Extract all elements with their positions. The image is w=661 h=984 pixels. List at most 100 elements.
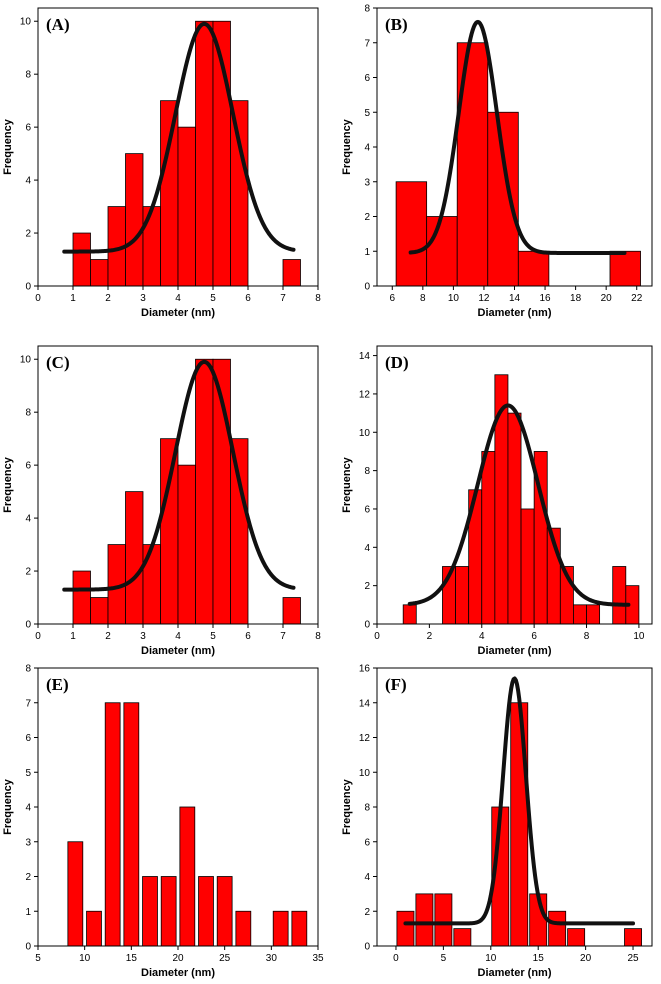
y-tick-label: 6 — [25, 461, 31, 472]
panel-a: 0 1 2 3 4 5 6 7 8 0 2 4 6 8 10 Diameter (nm) Frequency (A… — [2, 7, 321, 319]
x-tick-label: 18 — [570, 293, 582, 304]
panel-label: (D) — [385, 353, 409, 372]
x-tick-label: 5 — [35, 953, 41, 964]
y-tick-label: 8 — [364, 466, 370, 477]
y-tick-label: 4 — [25, 176, 31, 187]
y-tick-label: 6 — [364, 73, 370, 84]
bar-10 — [282, 597, 301, 625]
bar-0 — [395, 181, 428, 287]
bar-5 — [160, 876, 177, 947]
panel-label: (F) — [385, 675, 407, 694]
x-tick-label: 35 — [312, 953, 324, 964]
bar-10 — [282, 259, 301, 287]
x-tick-label: 2 — [105, 631, 111, 642]
bar-7 — [195, 20, 214, 287]
y-tick-label: 7 — [25, 698, 31, 709]
x-tick-label: 8 — [420, 293, 426, 304]
y-tick-label: 2 — [364, 212, 370, 223]
y-tick-label: 2 — [364, 907, 370, 918]
y-tick-label: 3 — [25, 837, 31, 848]
x-tick-label: 5 — [441, 953, 447, 964]
bar-11 — [573, 604, 587, 625]
y-tick-label: 0 — [25, 942, 31, 953]
y-axis-label: Frequency — [341, 778, 353, 835]
bar-7 — [198, 876, 214, 947]
y-tick-label: 12 — [359, 389, 371, 400]
y-tick-label: 4 — [364, 143, 370, 154]
x-tick-label: 4 — [175, 631, 181, 642]
bar-0 — [67, 841, 84, 947]
y-tick-label: 2 — [25, 567, 31, 578]
y-axis-label: Frequency — [341, 456, 353, 513]
y-tick-label: 4 — [25, 514, 31, 525]
y-tick-label: 5 — [364, 108, 370, 119]
bar-0 — [402, 604, 417, 625]
bar-7 — [520, 508, 535, 625]
bar-10 — [272, 910, 289, 947]
bar-3 — [453, 928, 472, 947]
x-tick-label: 15 — [533, 953, 545, 964]
x-tick-label: 10 — [448, 293, 460, 304]
x-tick-label: 0 — [374, 631, 380, 642]
gaussian-fit-line — [408, 19, 627, 255]
bar-4 — [481, 451, 496, 625]
y-tick-label: 3 — [364, 177, 370, 188]
y-tick-label: 0 — [364, 282, 370, 293]
y-tick-label: 4 — [364, 543, 370, 554]
bar-2 — [434, 893, 453, 947]
panel-e: 5 10 15 20 25 30 35 0 1 2 3 4 5 6 7 8 Diameter (nm) Frequ… — [2, 664, 324, 980]
bar-6 — [507, 412, 522, 625]
bar-9 — [230, 100, 249, 287]
y-tick-label: 1 — [25, 907, 31, 918]
bar-0 — [72, 570, 91, 625]
bar-1 — [90, 259, 109, 287]
y-tick-label: 0 — [364, 620, 370, 631]
panel-label: (E) — [46, 675, 69, 694]
bar-7 — [548, 910, 567, 947]
y-tick-label: 4 — [364, 872, 370, 883]
x-tick-label: 3 — [140, 631, 146, 642]
x-tick-label: 6 — [245, 631, 251, 642]
x-axis-label: Diameter (nm) — [141, 307, 215, 319]
x-tick-label: 4 — [479, 631, 485, 642]
x-tick-label: 10 — [485, 953, 497, 964]
y-tick-label: 8 — [25, 70, 31, 81]
bar-4 — [517, 250, 550, 287]
x-tick-label: 1 — [70, 293, 76, 304]
y-axis-label: Frequency — [2, 456, 14, 513]
panel-d: 0 2 4 6 8 10 0 2 4 6 8 10 12 14 Diameter (nm) Frequency… — [341, 345, 653, 657]
x-tick-label: 20 — [580, 953, 592, 964]
y-tick-label: 5 — [25, 768, 31, 779]
y-tick-label: 2 — [25, 229, 31, 240]
y-axis-label: Frequency — [2, 118, 14, 175]
x-tick-label: 7 — [280, 631, 286, 642]
x-tick-label: 8 — [315, 293, 321, 304]
x-tick-label: 25 — [219, 953, 231, 964]
bar-4 — [142, 544, 161, 625]
bar-3 — [487, 111, 519, 287]
y-tick-label: 2 — [25, 872, 31, 883]
x-tick-label: 22 — [631, 293, 643, 304]
x-tick-label: 6 — [389, 293, 395, 304]
bar-5 — [160, 438, 179, 625]
y-tick-label: 8 — [25, 408, 31, 419]
y-tick-label: 8 — [364, 803, 370, 814]
bar-2 — [104, 702, 121, 947]
bar-4 — [142, 206, 161, 287]
x-tick-label: 2 — [105, 293, 111, 304]
x-tick-label: 14 — [509, 293, 521, 304]
bar-8 — [216, 876, 233, 947]
y-tick-label: 6 — [25, 733, 31, 744]
x-tick-label: 0 — [35, 293, 41, 304]
bar-3 — [125, 491, 144, 625]
bar-5 — [609, 250, 641, 287]
x-tick-label: 0 — [35, 631, 41, 642]
y-axis-label: Frequency — [2, 778, 14, 835]
y-tick-label: 10 — [359, 768, 371, 779]
x-tick-label: 10 — [79, 953, 91, 964]
gaussian-fit-line — [407, 403, 631, 607]
x-axis-label: Diameter (nm) — [478, 307, 552, 319]
bar-2 — [455, 566, 470, 625]
bar-9 — [235, 910, 252, 947]
